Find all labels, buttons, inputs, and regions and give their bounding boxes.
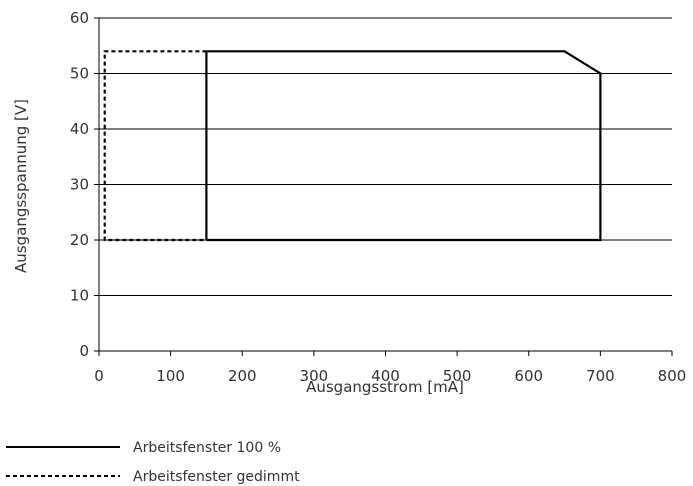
gridlines bbox=[99, 17, 672, 352]
x-tick-label-600: 600 bbox=[514, 367, 543, 385]
legend: Arbeitsfenster 100 % Arbeitsfenster gedi… bbox=[6, 440, 300, 485]
y-tick-label-0: 0 bbox=[79, 342, 89, 360]
x-tick-label-800: 800 bbox=[658, 367, 687, 385]
plot-series bbox=[103, 50, 602, 242]
x-tick-label-0: 0 bbox=[94, 367, 104, 385]
x-tick-label-500: 500 bbox=[443, 367, 472, 385]
axes bbox=[94, 17, 673, 356]
x-tick-label-700: 700 bbox=[586, 367, 615, 385]
y-tick-label-40: 40 bbox=[70, 120, 89, 138]
series-line-1 bbox=[205, 50, 602, 242]
y-axis-title: Ausgangsspannung [V] bbox=[12, 99, 30, 273]
legend-label-series-1: Arbeitsfenster 100 % bbox=[133, 440, 281, 456]
y-tick-label-60: 60 bbox=[70, 9, 89, 27]
y-tick-label-30: 30 bbox=[70, 176, 89, 194]
x-tick-label-300: 300 bbox=[300, 367, 329, 385]
x-tick-label-100: 100 bbox=[156, 367, 185, 385]
legend-label-series-2: Arbeitsfenster gedimmt bbox=[133, 469, 300, 485]
y-tick-label-20: 20 bbox=[70, 231, 89, 249]
series-line-2 bbox=[103, 50, 207, 242]
x-tick-label-200: 200 bbox=[228, 367, 257, 385]
x-axis-title: Ausgangsstrom [mA] bbox=[306, 378, 464, 396]
y-tick-label-10: 10 bbox=[70, 287, 89, 305]
x-tick-label-400: 400 bbox=[371, 367, 400, 385]
y-tick-label-50: 50 bbox=[70, 65, 89, 83]
